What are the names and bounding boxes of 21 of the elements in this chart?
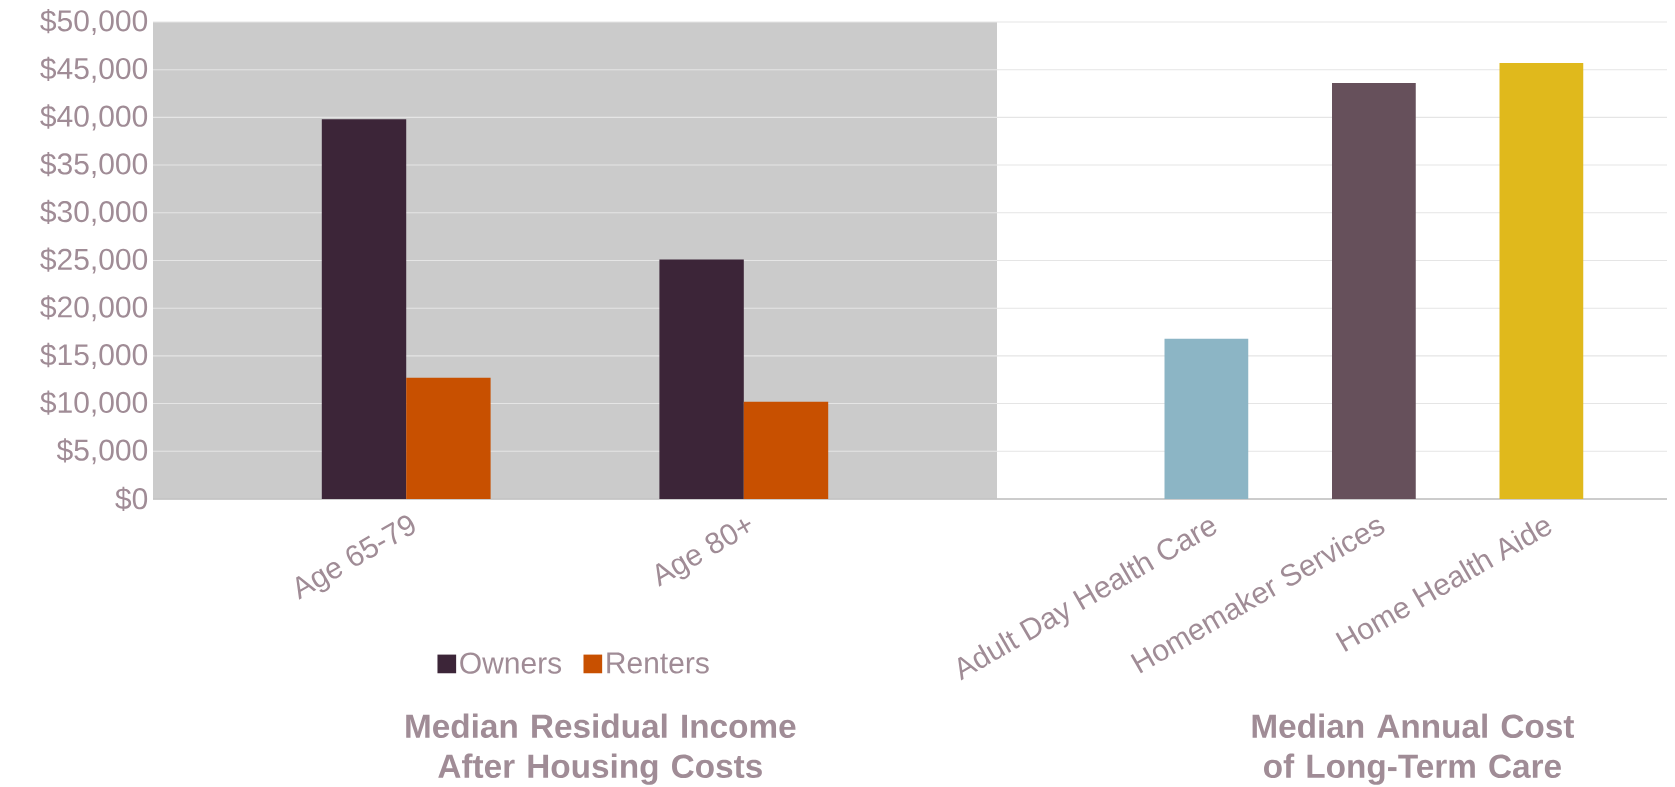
bar [321,119,407,499]
y-tick-label: $45,000 [40,56,148,83]
y-tick-label: $15,000 [40,342,148,369]
bar [659,259,744,499]
y-tick-label: $20,000 [40,295,148,322]
y-tick-label: $40,000 [40,104,148,131]
y-tick-label: $10,000 [40,390,148,417]
x-tick-label: Age 80+ [656,519,751,587]
x-tick-label: Age 65-79 [296,515,415,600]
legend-label: Owners [460,652,562,674]
y-tick-label: $50,000 [40,8,148,36]
y-tick-label: $0 [115,486,148,512]
bar [743,401,829,499]
bar [406,377,491,499]
y-tick-label: $30,000 [40,199,148,226]
y-tick-label: $25,000 [40,247,148,274]
y-tick-label: $5,000 [56,438,148,465]
text: Median Annual Cost of Long-Term Care [1252,713,1575,785]
legend-label: Renters [607,652,709,674]
text: Median Residual Income After Housing Costs [406,713,796,785]
y-tick-label: $35,000 [40,152,148,179]
